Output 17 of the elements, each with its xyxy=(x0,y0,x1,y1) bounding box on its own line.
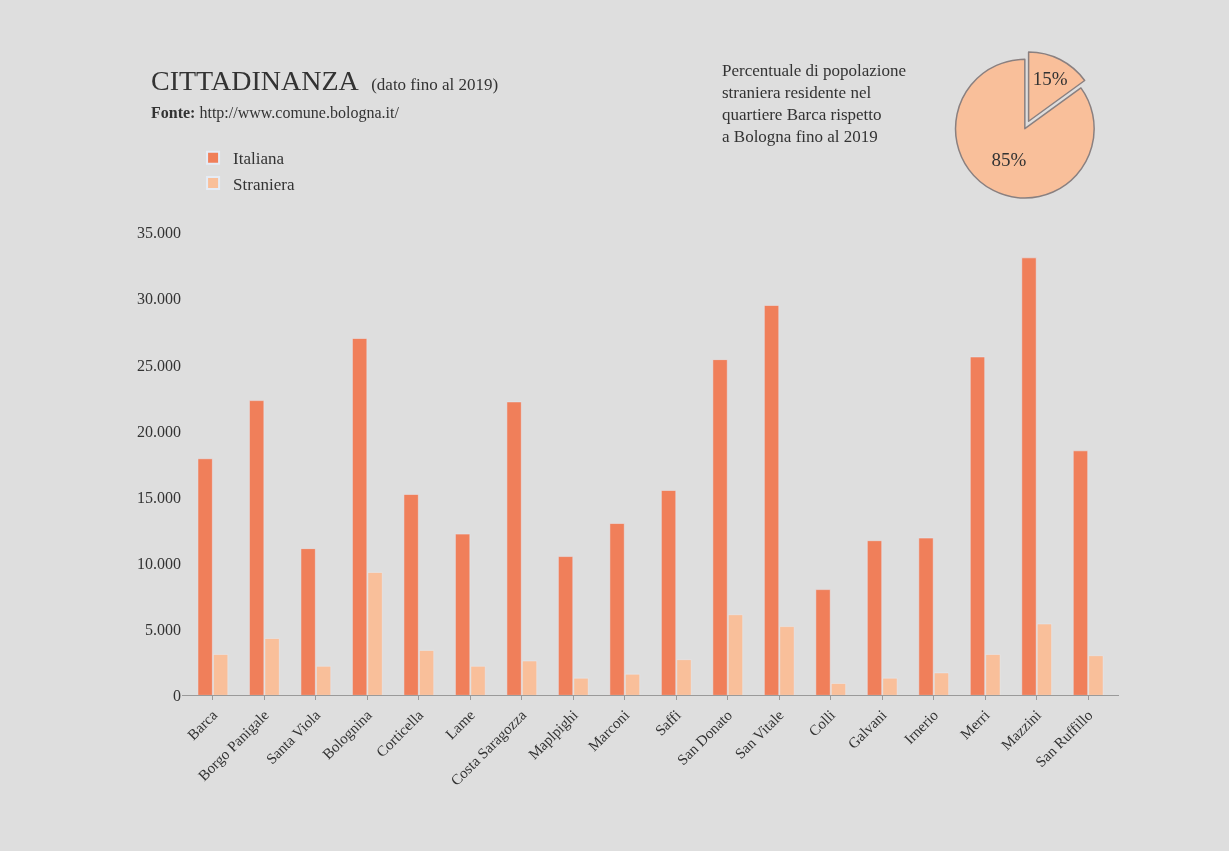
y-tick-label: 20.000 xyxy=(136,422,181,440)
y-tick-label: 30.000 xyxy=(136,290,181,308)
y-tick-label: 0 xyxy=(172,686,181,704)
data-label: 15% xyxy=(1032,68,1068,90)
legend-label: Italiana xyxy=(233,149,285,169)
text: Percentuale di popolazione straniera residente nel quartiere Barca rispetto a Bologna fino al 2019 xyxy=(722,61,907,147)
y-tick-label: 5.000 xyxy=(144,620,181,638)
legend-label: Straniera xyxy=(233,174,295,194)
data-label: 85% xyxy=(991,149,1027,171)
chart-title: CITTADINANZA xyxy=(151,65,358,96)
y-tick-label: 10.000 xyxy=(136,554,181,572)
source-note: Fonte: http://www.comune.bologna.it/ xyxy=(151,104,400,122)
chart-subtitle: (dato fino al 2019) xyxy=(371,75,499,94)
x-tick-label: Colli xyxy=(805,706,839,740)
y-tick-label: 35.000 xyxy=(136,224,181,242)
y-tick-label: 15.000 xyxy=(136,488,181,506)
y-tick-label: 25.000 xyxy=(136,356,181,374)
